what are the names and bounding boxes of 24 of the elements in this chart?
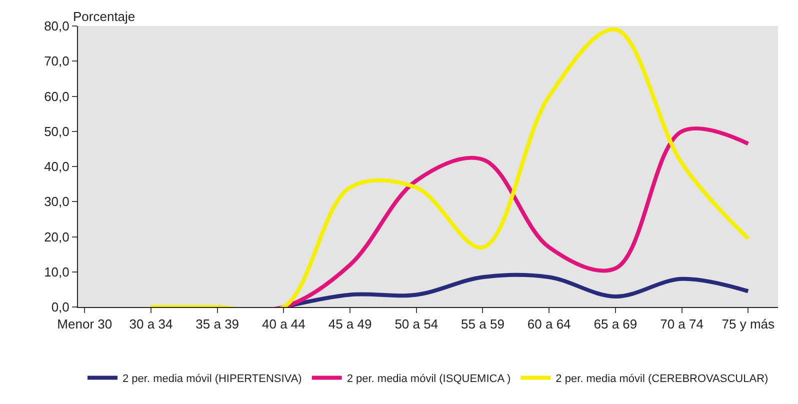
- x-tick-label: 60 a 64: [527, 316, 571, 332]
- x-tick-label: Menor 30: [57, 316, 112, 332]
- x-tick-label: 75 y más: [722, 316, 776, 332]
- y-tick-label: 70,0: [44, 54, 70, 69]
- x-tick-label: 65 a 69: [594, 316, 638, 332]
- y-tick-label: 30,0: [44, 194, 70, 210]
- x-tick-label: 50 a 54: [394, 316, 438, 332]
- y-tick-label: 10,0: [44, 264, 70, 280]
- y-tick-label: 20,0: [44, 229, 70, 244]
- legend-label: 2 per. media móvil (ISQUEMICA ): [346, 372, 511, 385]
- x-tick-label: 70 a 74: [660, 316, 704, 332]
- x-tick-label: 35 a 39: [196, 316, 240, 332]
- x-tick-label: 40 a 44: [262, 316, 306, 332]
- y-axis-title: Porcentaje: [73, 9, 136, 24]
- x-tick-label: 55 a 59: [461, 316, 504, 332]
- y-tick-label: 40,0: [44, 159, 70, 174]
- y-tick-label: 80,0: [44, 18, 70, 34]
- x-tick-label: 45 a 49: [328, 316, 372, 332]
- y-tick-label: 0,0: [51, 300, 70, 315]
- legend-label: 2 per. media móvil (CEREBROVASCULAR): [556, 372, 768, 385]
- y-tick-label: 50,0: [44, 124, 70, 139]
- legend-label: 2 per. media móvil (HIPERTENSIVA): [122, 372, 302, 385]
- y-tick-label: 60,0: [44, 88, 70, 104]
- x-tick-label: 30 a 34: [129, 316, 173, 332]
